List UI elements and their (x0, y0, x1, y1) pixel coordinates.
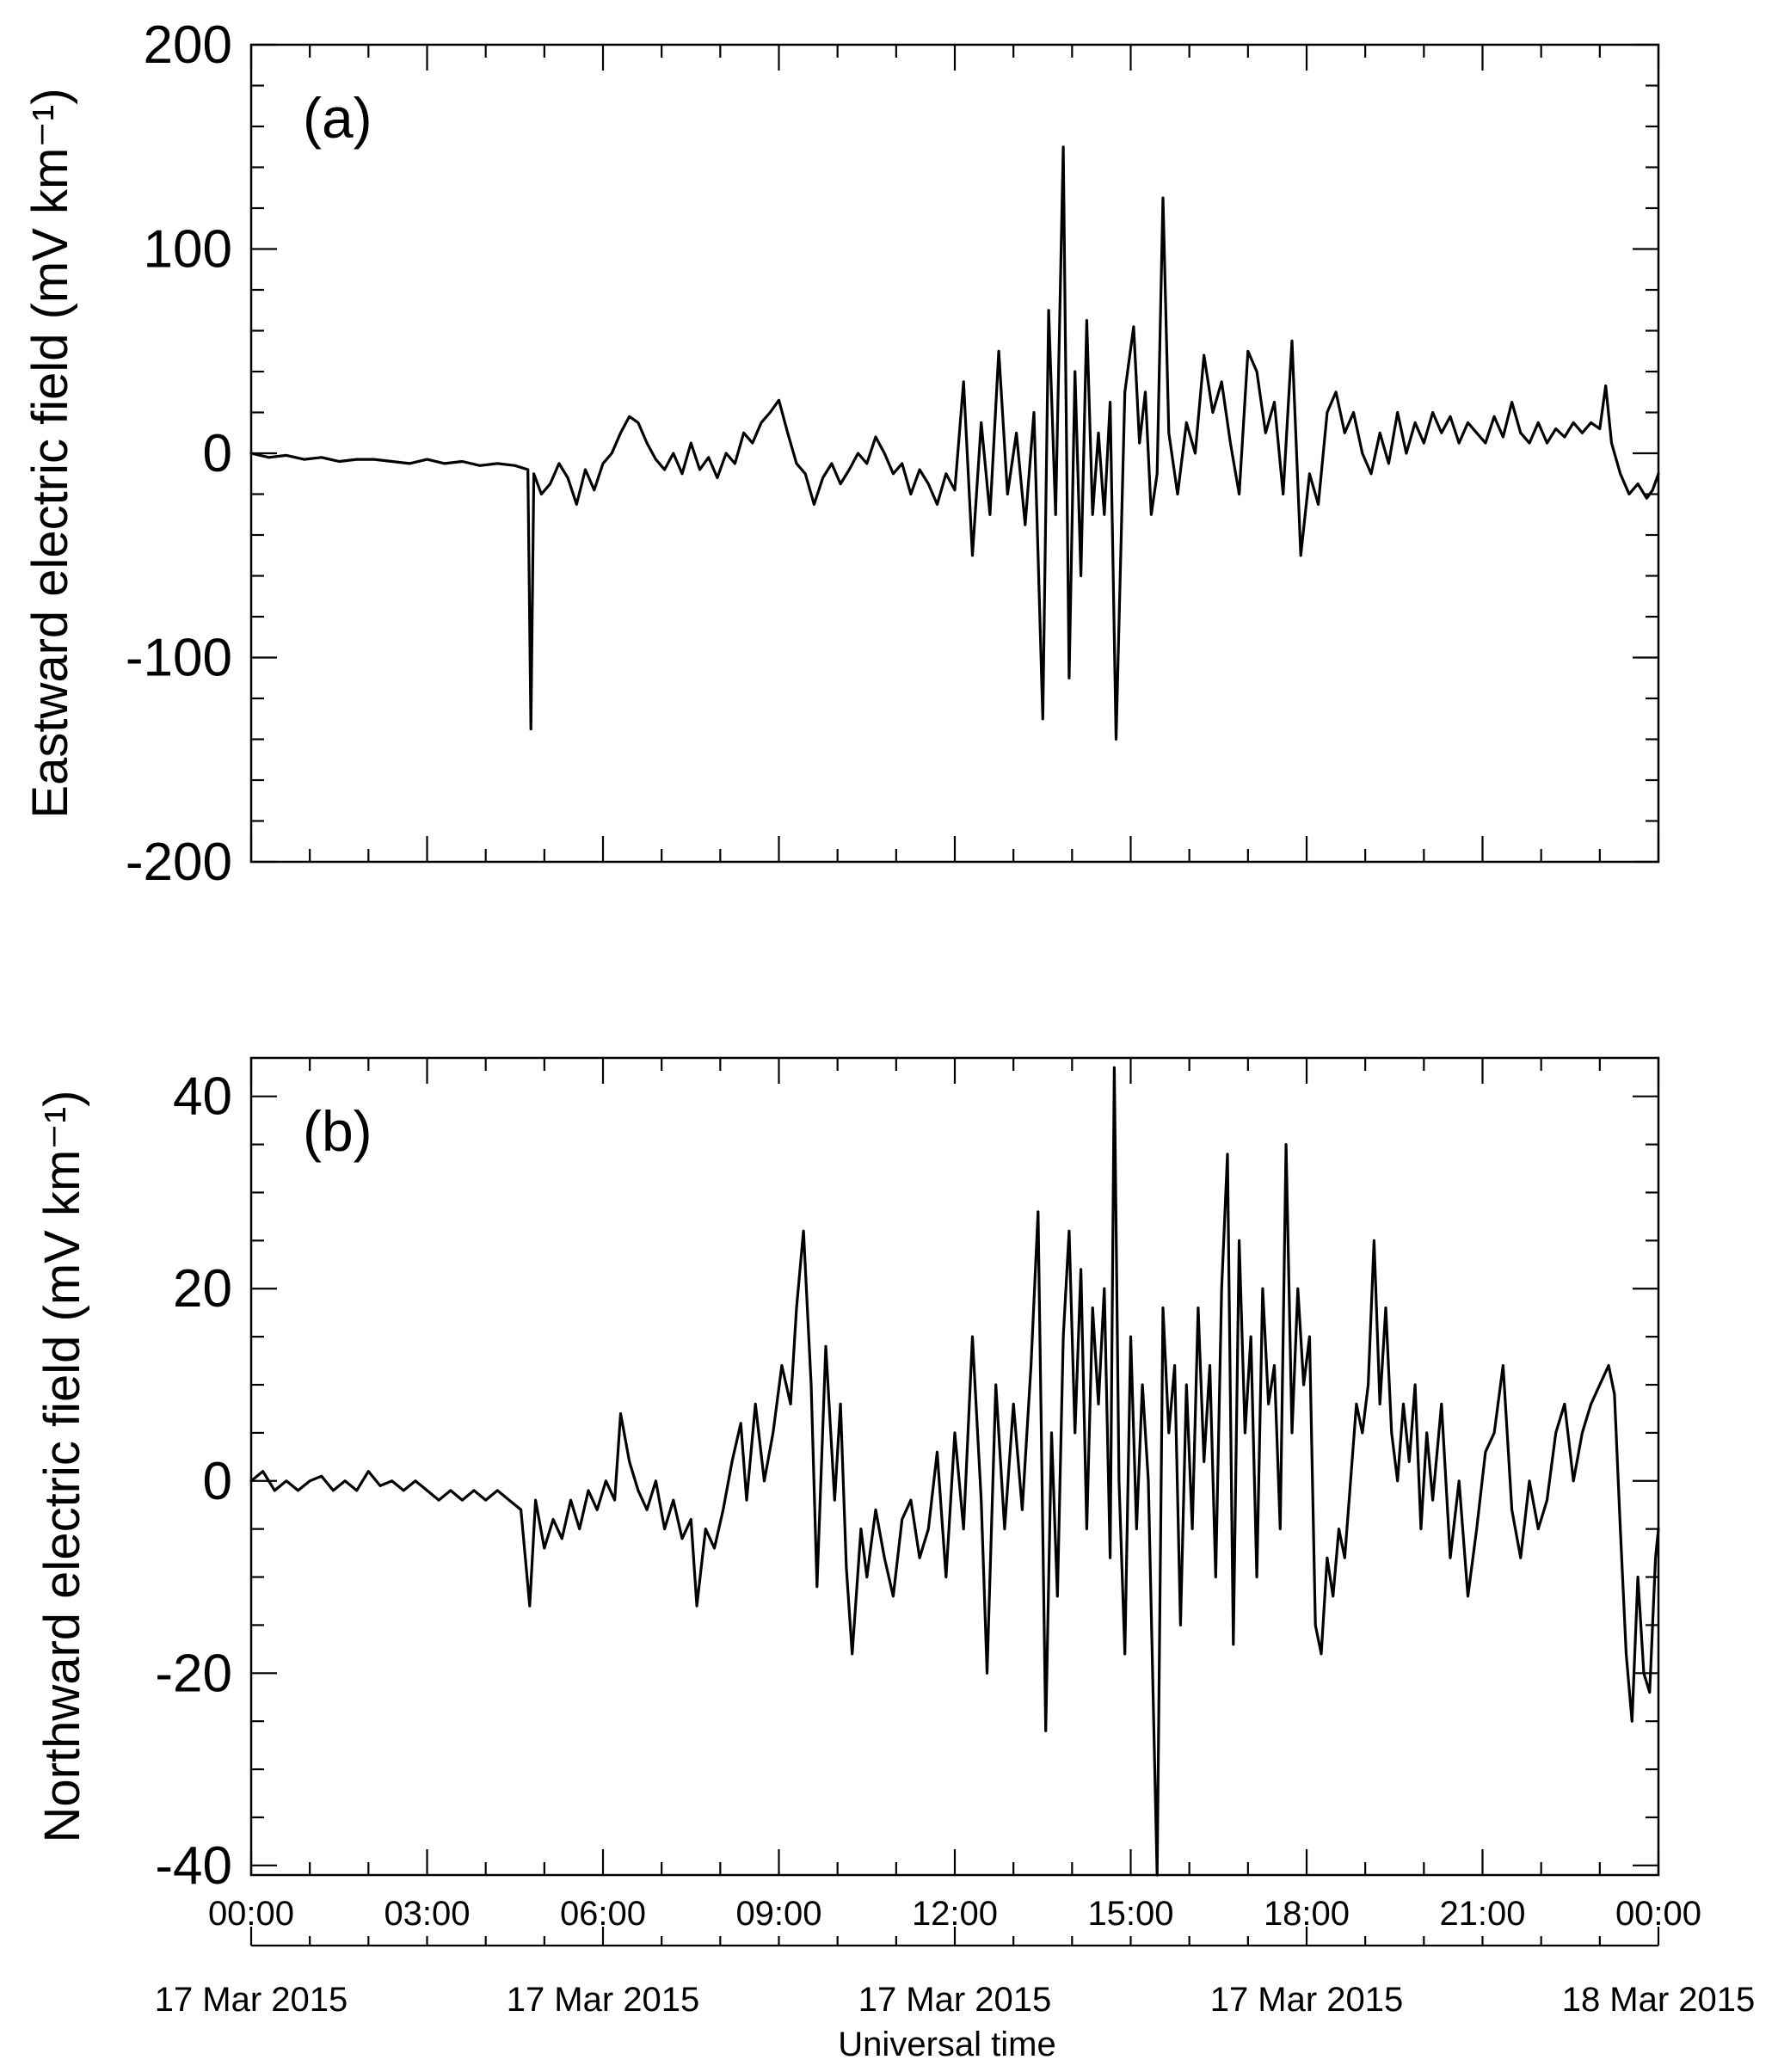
panel-a-y-tick-label: 200 (144, 15, 232, 75)
panel-a-y-tick-label: 0 (203, 424, 232, 483)
time-tick-label: 12:00 (912, 1895, 998, 1933)
panel-b-y-tick-labels: 40 20 0 -20 -40 (155, 1067, 232, 1896)
time-tick-label: 03:00 (384, 1895, 470, 1933)
panel-a-trace (249, 145, 1660, 741)
panel-a-y-tick-label: -200 (126, 833, 232, 892)
panel-b-y-tick-label: 20 (173, 1259, 232, 1319)
time-axis: 00:00 03:00 06:00 09:00 12:00 15:00 18:00 21:00… (155, 1895, 1756, 2063)
panel-b-ylabel: Northward electric field (mV km⁻¹) (34, 1091, 90, 1843)
panel-a-y-tick-labels: 200 100 0 -100 -200 (126, 15, 232, 892)
panel-b-label: (b) (303, 1099, 372, 1163)
time-tick-label: 09:00 (735, 1895, 821, 1933)
panel-b-y-tick-label: 40 (173, 1067, 232, 1127)
date-tick-label: 17 Mar 2015 (1210, 1981, 1404, 2019)
date-tick-label: 18 Mar 2015 (1562, 1981, 1756, 2019)
panel-a-y-tick-label: -100 (126, 629, 232, 688)
time-tick-label: 15:00 (1087, 1895, 1173, 1933)
x-axis-label: Universal time (838, 2026, 1055, 2063)
panel-a-ticks (249, 43, 1660, 864)
panel-a-eastward: (a) Eastward electric field (mV km⁻¹) 20… (22, 15, 1660, 892)
panel-a-label: (a) (303, 86, 372, 150)
panel-b-frame (249, 1056, 1660, 1877)
panel-a-y-tick-label: 100 (144, 220, 232, 280)
panel-a-ylabel: Eastward electric field (mV km⁻¹) (22, 88, 78, 818)
time-tick-label: 18:00 (1264, 1895, 1350, 1933)
time-tick-label: 21:00 (1439, 1895, 1525, 1933)
panel-a-frame (249, 43, 1660, 864)
time-tick-label: 06:00 (560, 1895, 646, 1933)
time-tick-label: 00:00 (208, 1895, 294, 1933)
date-tick-labels: 17 Mar 2015 17 Mar 2015 17 Mar 2015 17 Mar … (155, 1981, 1756, 2019)
time-tick-label: 00:00 (1615, 1895, 1701, 1933)
date-tick-label: 17 Mar 2015 (507, 1981, 700, 2019)
panel-b-trace (249, 1066, 1660, 1877)
panel-b-ticks (249, 1058, 1660, 1875)
panel-b-northward: (b) Northward electric field (mV km⁻¹) 4… (34, 1056, 1660, 1896)
time-axis-ticks (249, 1927, 1660, 1946)
panel-b-y-tick-label: -20 (155, 1644, 232, 1703)
panel-b-y-tick-label: -40 (155, 1836, 232, 1896)
date-tick-label: 17 Mar 2015 (155, 1981, 348, 2019)
panel-b-y-tick-label: 0 (203, 1452, 232, 1511)
time-tick-labels: 00:00 03:00 06:00 09:00 12:00 15:00 18:00 21:00… (208, 1895, 1701, 1933)
date-tick-label: 17 Mar 2015 (858, 1981, 1052, 2019)
